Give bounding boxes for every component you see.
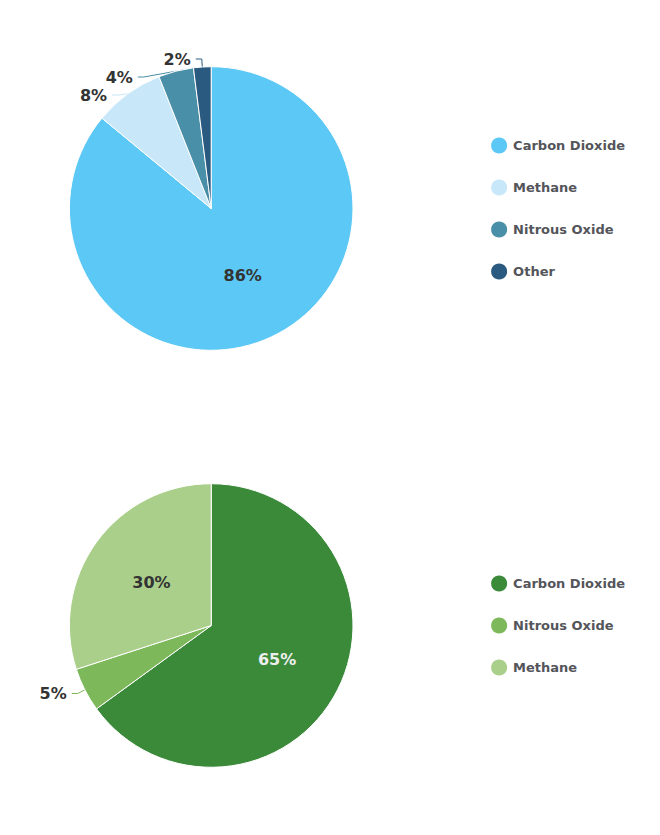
svg-text:Nitrous Oxide: Nitrous Oxide <box>513 222 614 237</box>
svg-text:5%: 5% <box>40 684 67 703</box>
svg-text:Other: Other <box>513 264 555 279</box>
svg-text:8%: 8% <box>80 86 107 105</box>
svg-text:Methane: Methane <box>513 660 577 675</box>
svg-text:Carbon Dioxide: Carbon Dioxide <box>513 138 625 153</box>
svg-text:30%: 30% <box>132 573 170 592</box>
svg-text:2%: 2% <box>164 50 191 69</box>
svg-text:4%: 4% <box>106 68 133 87</box>
svg-text:Methane: Methane <box>513 180 577 195</box>
svg-text:65%: 65% <box>258 650 296 669</box>
svg-text:Carbon Dioxide: Carbon Dioxide <box>513 576 625 591</box>
svg-text:86%: 86% <box>224 266 262 285</box>
svg-text:Nitrous Oxide: Nitrous Oxide <box>513 618 614 633</box>
